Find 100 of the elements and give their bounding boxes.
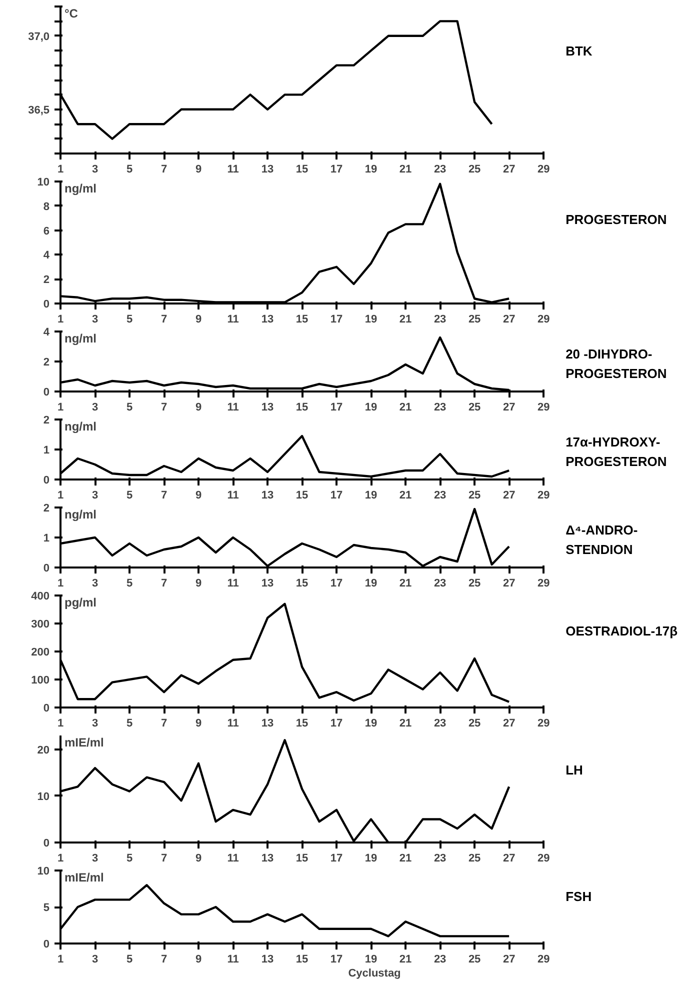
x-tick-label: 15 — [296, 314, 308, 326]
x-tick-label: 7 — [160, 164, 168, 176]
x-tick-label: 27 — [502, 578, 516, 590]
x-tick-label: 19 — [364, 314, 378, 326]
x-tick-label: 1 — [57, 402, 64, 414]
x-tick-label: 25 — [468, 490, 481, 502]
x-tick-label: 5 — [126, 718, 133, 730]
y-tick-label: 2 — [43, 274, 50, 286]
x-tick-label: 19 — [364, 954, 378, 966]
x-tick-label: 19 — [364, 402, 378, 414]
y-tick-label: 36,5 — [28, 104, 50, 116]
x-tick-label: 9 — [195, 402, 202, 414]
x-tick-label: 19 — [364, 578, 378, 590]
y-tick-label: 0 — [43, 838, 50, 850]
x-tick-label: 17 — [330, 402, 343, 414]
x-tick-label: 9 — [195, 314, 202, 326]
y-tick-label: 400 — [31, 590, 50, 602]
x-tick-label: 11 — [227, 852, 239, 864]
x-tick-label: 29 — [537, 718, 550, 730]
x-tick-label: 21 — [399, 718, 412, 730]
y-tick-label: 2 — [43, 414, 50, 426]
x-tick-label: 23 — [434, 578, 446, 590]
x-tick-label: 5 — [126, 164, 133, 176]
y-tick-label: 6 — [43, 225, 50, 238]
x-tick-label: 11 — [227, 718, 239, 730]
x-tick-label: 13 — [261, 164, 274, 176]
x-tick-label: 9 — [195, 718, 202, 730]
x-tick-label: 7 — [160, 852, 168, 864]
x-tick-label: 7 — [160, 314, 168, 326]
y-tick-label: 2 — [43, 502, 50, 514]
x-tick-label: 17 — [330, 490, 343, 502]
x-tick-label: 5 — [126, 954, 133, 966]
x-tick-label: 23 — [434, 402, 446, 414]
x-tick-label: 7 — [160, 954, 168, 966]
x-tick-label: 15 — [296, 578, 308, 590]
text: LH — [566, 762, 583, 778]
x-tick-label: 21 — [399, 314, 412, 326]
x-tick-label: 21 — [399, 402, 412, 414]
text: Δ⁴-ANDRO- STENDION — [566, 522, 638, 557]
x-tick-label: 5 — [126, 852, 133, 864]
x-tick-label: 29 — [537, 852, 550, 864]
x-tick-label: 27 — [502, 490, 516, 502]
x-tick-label: 25 — [468, 852, 481, 864]
x-tick-label: 1 — [57, 852, 64, 864]
x-tick-label: 23 — [434, 314, 446, 326]
y-tick-label: 37,0 — [28, 30, 50, 43]
y-tick-label: 10 — [37, 866, 50, 878]
y-tick-label: 0 — [43, 702, 50, 714]
y-axis-title: ng/ml — [64, 182, 96, 196]
text: BTK — [566, 43, 593, 58]
x-tick-label: 13 — [261, 490, 274, 502]
x-tick-label: 11 — [227, 954, 239, 966]
x-tick-label: 27 — [502, 718, 516, 730]
x-tick-label: 17 — [330, 954, 343, 966]
x-tick-label: 29 — [537, 314, 550, 326]
text: 17α-HYDROXY- PROGESTERON — [566, 434, 667, 469]
x-tick-label: 3 — [92, 164, 98, 176]
x-tick-label: 21 — [399, 852, 412, 864]
y-tick-label: 100 — [31, 674, 50, 686]
text: PROGESTERON — [566, 212, 667, 227]
x-tick-label: 7 — [160, 718, 168, 730]
x-tick-label: 25 — [468, 718, 481, 730]
x-tick-label: 27 — [502, 164, 516, 176]
x-tick-label: 21 — [399, 954, 412, 966]
x-tick-label: 17 — [330, 718, 343, 730]
x-tick-label: 13 — [261, 314, 274, 326]
x-tick-label: 21 — [399, 490, 412, 502]
y-tick-label: 4 — [43, 250, 50, 262]
x-tick-label: 5 — [126, 314, 133, 326]
y-axis-title: ng/ml — [64, 420, 96, 434]
x-tick-label: 17 — [330, 852, 343, 864]
x-tick-label: 19 — [364, 164, 378, 176]
x-tick-label: 19 — [364, 718, 378, 730]
y-axis-title: ng/ml — [64, 508, 96, 522]
y-axis-title: °C — [64, 6, 78, 20]
x-tick-label: 29 — [537, 164, 550, 176]
x-tick-label: 15 — [296, 164, 308, 176]
x-tick-label: 7 — [160, 490, 168, 502]
text: OESTRADIOL-17β — [566, 624, 678, 638]
x-tick-label: 9 — [195, 490, 202, 502]
x-tick-label: 11 — [227, 490, 239, 502]
x-tick-label: 5 — [126, 578, 133, 590]
x-tick-label: 3 — [92, 402, 98, 414]
x-tick-label: 1 — [57, 718, 64, 730]
x-tick-label: 3 — [92, 852, 98, 864]
x-tick-label: 17 — [330, 578, 343, 590]
x-tick-label: 15 — [296, 402, 308, 414]
text: 20 -DIHYDRO- PROGESTERON — [566, 346, 667, 381]
x-tick-label: 7 — [160, 578, 168, 590]
x-tick-label: 9 — [195, 954, 202, 966]
x-tick-label: 3 — [92, 578, 98, 590]
x-tick-label: 15 — [296, 490, 308, 502]
x-tick-label: 15 — [296, 852, 308, 864]
x-tick-label: 17 — [330, 164, 343, 176]
y-tick-label: 1 — [43, 444, 50, 456]
x-tick-label: 1 — [57, 314, 64, 326]
y-tick-label: 10 — [37, 790, 50, 803]
x-tick-label: 27 — [502, 852, 516, 864]
y-axis-title: pg/ml — [64, 596, 96, 610]
x-tick-label: 27 — [502, 402, 516, 414]
